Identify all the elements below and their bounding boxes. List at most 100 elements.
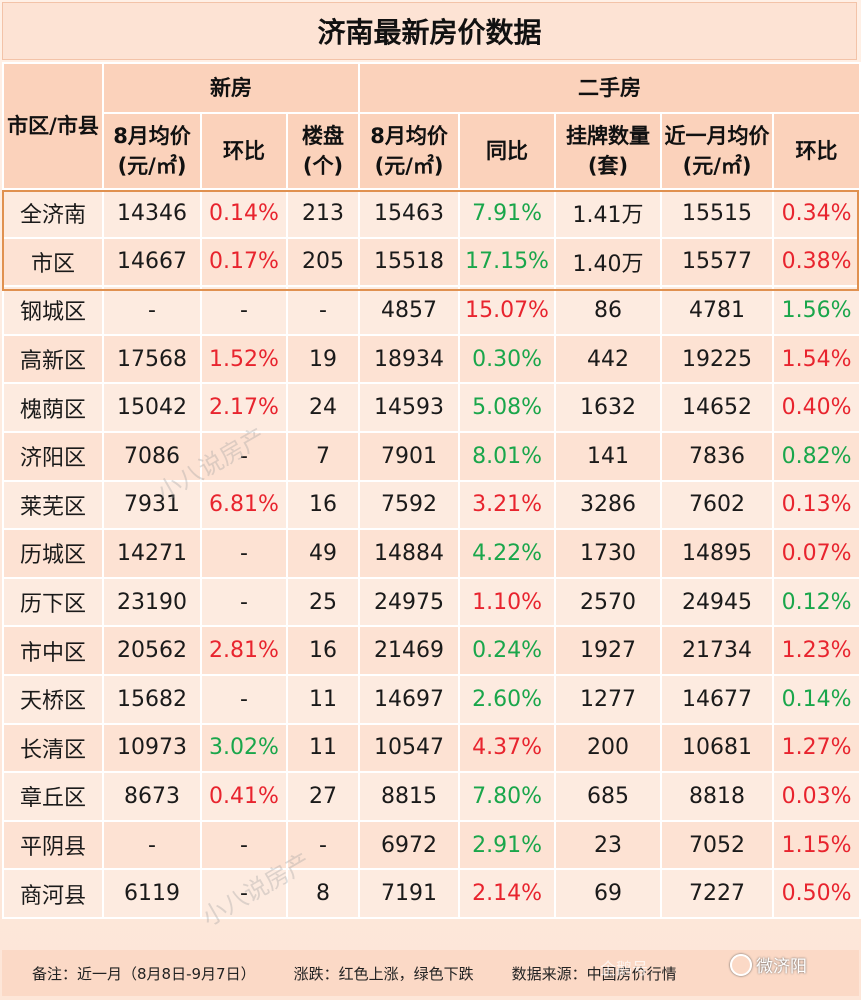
cell-new-mom: - bbox=[200, 528, 288, 579]
cell-sec-yoy: 1.10% bbox=[458, 576, 557, 628]
cell-sec-mom: 0.38% bbox=[772, 236, 861, 288]
table-row: 商河县 6119-8 7191 2.14% 69 7227 0.50% bbox=[2, 868, 861, 919]
cell-new-mom: 2.17% bbox=[200, 382, 288, 433]
table-row: 章丘区 8673 0.41% 27 8815 7.80% 685 8818 0.03% bbox=[2, 771, 861, 822]
table-row: 槐荫区 15042 2.17% 24 14593 5.08% 1632 14652 0.40% bbox=[2, 382, 861, 433]
cell-new-avg: 8673 bbox=[102, 771, 202, 822]
table-row: 平阴县 - - -6972 2.91% 23 7052 1.15% bbox=[2, 819, 861, 871]
cell-recent: 24945 bbox=[660, 576, 775, 628]
cell-new-projects: - bbox=[285, 285, 361, 336]
header-sec-recent: 近一月均价(元/㎡) bbox=[660, 112, 775, 190]
header-sec-avg: 8月均价(元/㎡) bbox=[358, 112, 461, 190]
cell-new-projects: 213 bbox=[285, 188, 361, 239]
cell-new-projects: 16 bbox=[285, 479, 361, 531]
table-row: 高新区 17568 1.52% 19 18934 0.30% 442 19225 1.54% bbox=[2, 333, 861, 385]
cell-recent: 10681 bbox=[660, 722, 775, 774]
cell-sec-yoy: 2.91% bbox=[458, 819, 557, 871]
cell-new-mom: 6.81% bbox=[200, 479, 288, 531]
cell-recent: 15515 bbox=[660, 188, 775, 239]
cell-sec-avg: 14697 bbox=[358, 673, 461, 725]
header-new-avg: 8月均价(元/㎡) bbox=[102, 112, 202, 190]
cell-recent: 4781 bbox=[660, 285, 775, 336]
cell-new-avg: 7931 bbox=[102, 479, 202, 531]
cell-sec-yoy: 4.22% bbox=[458, 528, 557, 579]
table-row: 济阳区 7086-7 7901 8.01% 141 7836 0.82% bbox=[2, 430, 861, 482]
cell-sec-yoy: 7.80% bbox=[458, 771, 557, 822]
cell-new-avg: - bbox=[102, 285, 202, 336]
cell-new-avg: 15682 bbox=[102, 673, 202, 725]
cell-new-avg: 6119 bbox=[102, 868, 202, 919]
cell-sec-mom: 0.82% bbox=[772, 430, 861, 482]
cell-sec-mom: 0.40% bbox=[772, 382, 861, 433]
table-row: 长清区 10973 3.02% 11 10547 4.37% 200 10681 1.27% bbox=[2, 722, 861, 774]
cell-sec-yoy: 5.08% bbox=[458, 382, 557, 433]
table-row: 历城区 14271-49 14884 4.22% 1730 14895 0.07% bbox=[2, 528, 861, 579]
cell-sec-yoy: 4.37% bbox=[458, 722, 557, 774]
cell-new-mom: - bbox=[200, 285, 288, 336]
cell-sec-avg: 4857 bbox=[358, 285, 461, 336]
cell-new-avg: 17568 bbox=[102, 333, 202, 385]
cell-sec-avg: 18934 bbox=[358, 333, 461, 385]
cell-sec-yoy: 8.01% bbox=[458, 430, 557, 482]
table-row: 历下区 23190-25 24975 1.10% 2570 24945 0.12% bbox=[2, 576, 861, 628]
header-new-projects: 楼盘(个) bbox=[285, 112, 361, 190]
cell-new-avg: 14346 bbox=[102, 188, 202, 239]
cell-new-projects: 11 bbox=[285, 722, 361, 774]
cell-sec-yoy: 0.30% bbox=[458, 333, 557, 385]
cell-name: 高新区 bbox=[2, 333, 104, 385]
cell-name: 莱芜区 bbox=[2, 479, 104, 531]
cell-name: 市区 bbox=[2, 236, 104, 288]
cell-name: 钢城区 bbox=[2, 285, 104, 336]
cell-new-avg: 7086 bbox=[102, 430, 202, 482]
cell-name: 槐荫区 bbox=[2, 382, 104, 433]
cell-recent: 8818 bbox=[660, 771, 775, 822]
cell-listings: 1.40万 bbox=[554, 236, 663, 288]
cell-sec-yoy: 2.60% bbox=[458, 673, 557, 725]
cell-sec-mom: 0.07% bbox=[772, 528, 861, 579]
cell-new-projects: 7 bbox=[285, 430, 361, 482]
cell-sec-mom: 1.15% bbox=[772, 819, 861, 871]
footer-source: 数据来源：中国房价行情 bbox=[511, 964, 677, 983]
cell-sec-avg: 10547 bbox=[358, 722, 461, 774]
cell-name: 平阴县 bbox=[2, 819, 104, 871]
table-row: 市中区 20562 2.81% 16 21469 0.24% 1927 21734 1.23% bbox=[2, 625, 861, 676]
cell-new-mom: - bbox=[200, 576, 288, 628]
cell-new-projects: 24 bbox=[285, 382, 361, 433]
cell-listings: 1.41万 bbox=[554, 188, 663, 239]
cell-sec-avg: 8815 bbox=[358, 771, 461, 822]
cell-listings: 69 bbox=[554, 868, 663, 919]
cell-recent: 14652 bbox=[660, 382, 775, 433]
cell-sec-mom: 1.56% bbox=[772, 285, 861, 336]
header-sec-listings: 挂牌数量(套) bbox=[554, 112, 663, 190]
cell-recent: 14895 bbox=[660, 528, 775, 579]
table-row: 钢城区 - - -4857 15.07% 86 4781 1.56% bbox=[2, 285, 861, 336]
cell-new-projects: 27 bbox=[285, 771, 361, 822]
cell-listings: 685 bbox=[554, 771, 663, 822]
cell-sec-mom: 0.13% bbox=[772, 479, 861, 531]
cell-recent: 7602 bbox=[660, 479, 775, 531]
cell-recent: 14677 bbox=[660, 673, 775, 725]
table-row: 天桥区 15682-11 14697 2.60% 1277 14677 0.14% bbox=[2, 673, 861, 725]
cell-sec-mom: 0.14% bbox=[772, 673, 861, 725]
cell-new-avg: 14667 bbox=[102, 236, 202, 288]
cell-listings: 86 bbox=[554, 285, 663, 336]
cell-new-mom: 0.14% bbox=[200, 188, 288, 239]
cell-new-projects: 11 bbox=[285, 673, 361, 725]
cell-sec-yoy: 7.91% bbox=[458, 188, 557, 239]
cell-new-mom: - bbox=[200, 819, 288, 871]
cell-new-projects: 8 bbox=[285, 868, 361, 919]
cell-new-mom: - bbox=[200, 673, 288, 725]
cell-listings: 442 bbox=[554, 333, 663, 385]
cell-sec-mom: 0.12% bbox=[772, 576, 861, 628]
header-new-mom: 环比 bbox=[200, 112, 288, 190]
cell-sec-avg: 21469 bbox=[358, 625, 461, 676]
cell-new-projects: 205 bbox=[285, 236, 361, 288]
cell-recent: 19225 bbox=[660, 333, 775, 385]
cell-new-projects: 19 bbox=[285, 333, 361, 385]
cell-sec-avg: 7901 bbox=[358, 430, 461, 482]
cell-new-avg: 20562 bbox=[102, 625, 202, 676]
cell-new-mom: 3.02% bbox=[200, 722, 288, 774]
cell-recent: 7227 bbox=[660, 868, 775, 919]
cell-recent: 21734 bbox=[660, 625, 775, 676]
